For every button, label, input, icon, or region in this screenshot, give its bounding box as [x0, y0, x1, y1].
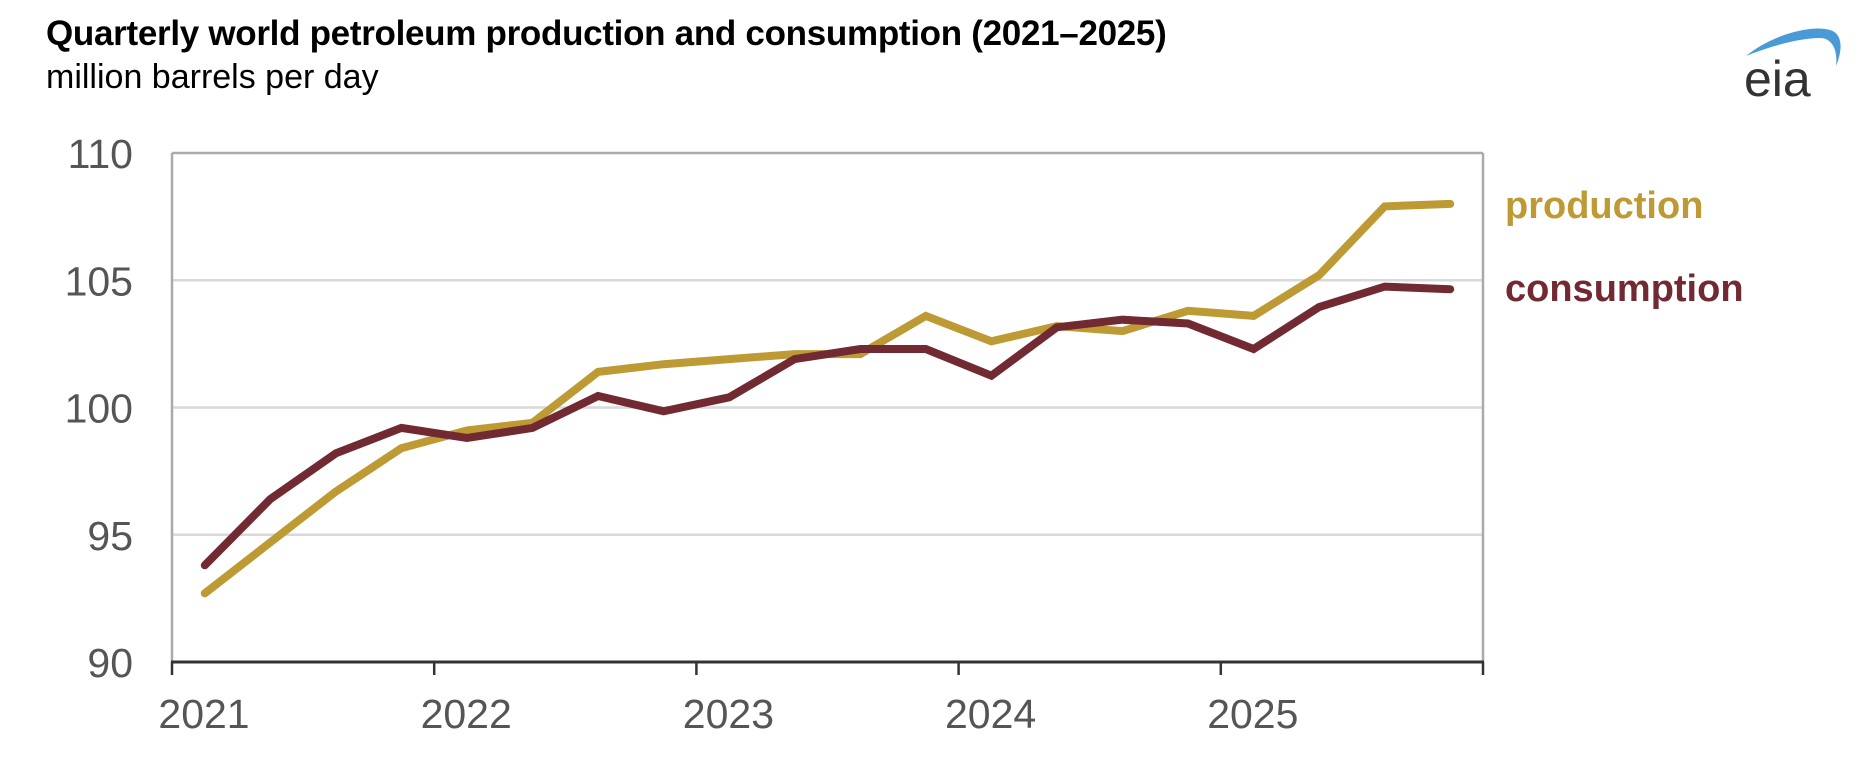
- y-tick-label: 95: [87, 513, 133, 559]
- series-points-production: [204, 203, 1451, 594]
- axes: [170, 151, 1485, 675]
- chart-subtitle: million barrels per day: [46, 58, 379, 96]
- eia-logo: eia: [1744, 28, 1841, 107]
- series-points-consumption: [204, 286, 1451, 566]
- y-tick-label: 105: [65, 258, 133, 304]
- gridlines: [172, 279, 1483, 536]
- eia-logo-arc-icon: [1746, 28, 1841, 66]
- x-tick-label: 2025: [1207, 691, 1298, 737]
- series-line-consumption: [200, 282, 1455, 570]
- eia-logo-text: eia: [1744, 51, 1811, 107]
- y-axis-tick-labels: 90 95 100 105 110: [65, 131, 133, 686]
- y-tick-label: 100: [65, 386, 133, 432]
- x-tick-label: 2023: [683, 691, 774, 737]
- y-tick-label: 110: [68, 131, 133, 177]
- y-tick-label: 90: [87, 640, 133, 686]
- x-axis-tick-labels: 2021 2022 2023 2024 2025: [158, 691, 1298, 737]
- legend-label-consumption: consumption: [1505, 268, 1744, 310]
- x-tick-label: 2024: [945, 691, 1036, 737]
- x-tick-label: 2021: [158, 691, 249, 737]
- legend-label-production: production: [1505, 185, 1703, 227]
- x-tick-label: 2022: [421, 691, 512, 737]
- legend: production consumption: [1505, 185, 1744, 310]
- data-series: [200, 199, 1455, 598]
- chart-title: Quarterly world petroleum production and…: [46, 14, 1167, 53]
